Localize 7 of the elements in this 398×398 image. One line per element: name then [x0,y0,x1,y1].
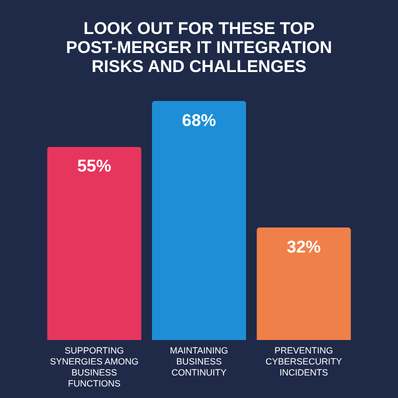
data-label: 68% [182,111,216,130]
data-label: 55% [77,156,112,176]
chart-title: LOOK OUT FOR THESE TOP POST-MERGER IT INTEGRATION RISKS AND CHALLENGES [66,19,332,76]
x-tick-label: PREVENTING CYBERSECURITY INCIDENTS [266,346,342,378]
x-tick-label: MAINTAINING BUSINESS CONTINUITY [170,346,228,378]
data-label: 32% [286,238,321,257]
x-tick-label: SUPPORTING SYNERGIES AMONG BUSINESS FUNCTIONS [50,346,139,388]
